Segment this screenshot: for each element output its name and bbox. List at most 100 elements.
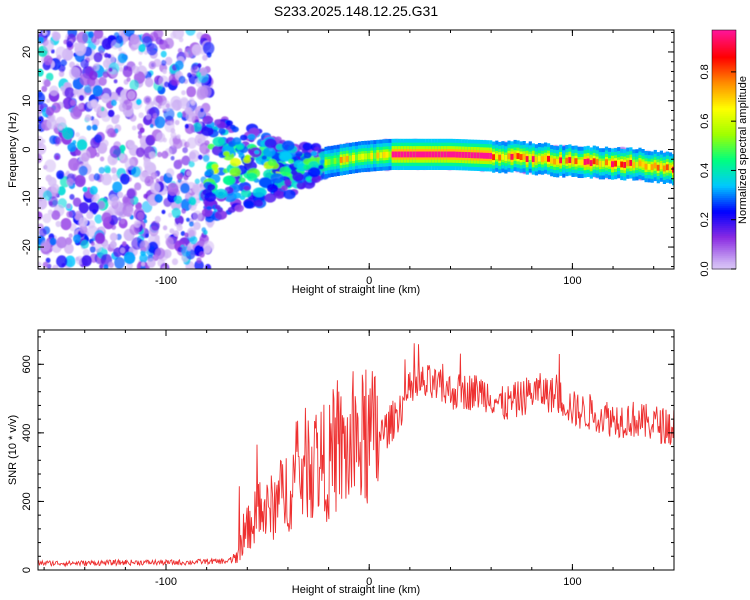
spectrogram-blob xyxy=(171,258,179,266)
colorbar-band xyxy=(712,107,736,111)
spectrogram-blob xyxy=(67,142,77,152)
spectrogram-blob xyxy=(154,193,163,203)
spectrogram-blob xyxy=(131,65,140,75)
spectrogram-blob xyxy=(64,255,76,268)
spectrogram-blob xyxy=(302,142,313,151)
colorbar-band xyxy=(712,265,736,268)
spectrogram-tone-cell xyxy=(623,162,627,168)
spectrogram-blob xyxy=(148,151,156,159)
colorbar-ticks: 0.0 0.2 0.4 0.6 0.8 xyxy=(699,64,736,277)
spectrogram-blob xyxy=(177,111,183,118)
spectrogram-tone-cell xyxy=(345,156,349,162)
spectrogram-tone-cell xyxy=(620,161,624,168)
spectrogram-blob xyxy=(146,43,158,56)
spectrogram-blob xyxy=(91,124,98,131)
spectrogram-blob xyxy=(60,86,66,92)
spectrogram-blob xyxy=(162,69,167,75)
spectrogram-blob xyxy=(86,125,92,131)
spectrogram-blob xyxy=(202,243,212,254)
spectrogram-tone-cell xyxy=(330,158,334,165)
spectrogram-tone-cell xyxy=(598,160,602,167)
colorbar-band xyxy=(712,243,736,246)
colorbar-band xyxy=(712,207,736,210)
spectrogram-blob xyxy=(186,86,197,98)
spectrogram-blob xyxy=(174,195,183,205)
spectrogram-tone-cell xyxy=(571,158,575,165)
spectrogram-blob xyxy=(288,158,294,164)
colorbar-band xyxy=(712,43,736,47)
colorbar-band xyxy=(712,155,736,159)
colorbar-band xyxy=(712,65,736,69)
spectrogram-blob xyxy=(145,113,152,120)
spectrogram-blob xyxy=(74,174,86,188)
colorbar-band xyxy=(712,197,736,200)
colorbar-band xyxy=(712,195,736,198)
spectrogram-blob xyxy=(123,251,136,265)
spectrogram-tone-cell xyxy=(534,156,538,163)
colorbar-band xyxy=(712,81,736,85)
spectrogram-blob xyxy=(135,202,143,210)
colorbar-band xyxy=(712,119,736,123)
spectrogram-blob xyxy=(186,137,197,149)
spectrogram-blob xyxy=(75,132,80,138)
spectrogram-tone-cell xyxy=(440,151,444,158)
spectrogram-tone-cell xyxy=(339,157,343,163)
colorbar-band xyxy=(712,221,736,224)
spectrogram-blob xyxy=(42,190,53,201)
spectrogram-blob xyxy=(197,63,202,69)
colorbar-band xyxy=(712,127,736,131)
spectrogram-blob xyxy=(119,144,126,152)
spectrogram-blob xyxy=(138,112,144,119)
colorbar-band xyxy=(712,213,736,216)
spectrogram-blob xyxy=(177,223,182,228)
spectrogram-blob xyxy=(52,264,59,269)
spectrogram-blob xyxy=(115,114,120,119)
spectrogram-blob xyxy=(198,240,205,247)
spectrogram-blob xyxy=(201,227,207,233)
spectrogram-blob xyxy=(98,166,105,174)
spectrogram-blob xyxy=(225,120,233,126)
spectrogram-blob xyxy=(239,134,248,141)
spectrogram-tone-cell xyxy=(592,158,596,165)
colorbar-band xyxy=(712,237,736,240)
spectrogram-blob xyxy=(166,168,175,178)
spectrogram-blob xyxy=(174,60,184,70)
spectrogram-tone-cell xyxy=(547,155,551,162)
spectrogram-tone-cell xyxy=(379,152,383,159)
spectrogram-blob xyxy=(39,228,47,237)
colorbar-band xyxy=(712,187,736,190)
spectrogram-blob xyxy=(92,63,100,72)
spectrogram-blob xyxy=(170,131,177,139)
colorbar-band xyxy=(712,55,736,59)
spectrogram-blob xyxy=(144,77,154,88)
spectrogram-blob xyxy=(93,30,104,40)
spectrogram-blob xyxy=(90,116,95,121)
spectrogram-tone-cell xyxy=(492,154,496,161)
spectrogram-blob xyxy=(101,139,109,148)
spectrogram-tone-cell xyxy=(604,159,609,166)
spectrogram-blob xyxy=(79,225,88,234)
spectrogram-blob xyxy=(154,234,160,241)
spectrogram-blob xyxy=(51,210,61,221)
spectrogram-blob xyxy=(66,211,73,218)
colorbar-band xyxy=(712,31,736,35)
spectrogram-blob xyxy=(138,44,146,53)
spectrogram-blob xyxy=(192,122,202,132)
colorbar-frame xyxy=(711,29,737,270)
spectrogram-tone-cell xyxy=(519,154,523,160)
spectrogram-blob xyxy=(239,195,246,200)
spectrogram-blob xyxy=(110,69,118,78)
spectrogram-blob xyxy=(204,192,217,202)
colorbar-band xyxy=(712,61,736,65)
spectrogram-blob xyxy=(141,261,146,267)
spectrogram-blob xyxy=(50,49,55,54)
spectrogram-tone-cell xyxy=(617,159,621,166)
spectrogram-tone-cell xyxy=(556,158,560,165)
spectrogram-blob xyxy=(143,193,148,199)
spectrogram-blob xyxy=(64,243,74,254)
snr-y-label: SNR (10 * v/v) xyxy=(7,415,19,485)
snr-y-tick-label: 400 xyxy=(21,424,33,442)
colorbar-band xyxy=(712,159,736,163)
